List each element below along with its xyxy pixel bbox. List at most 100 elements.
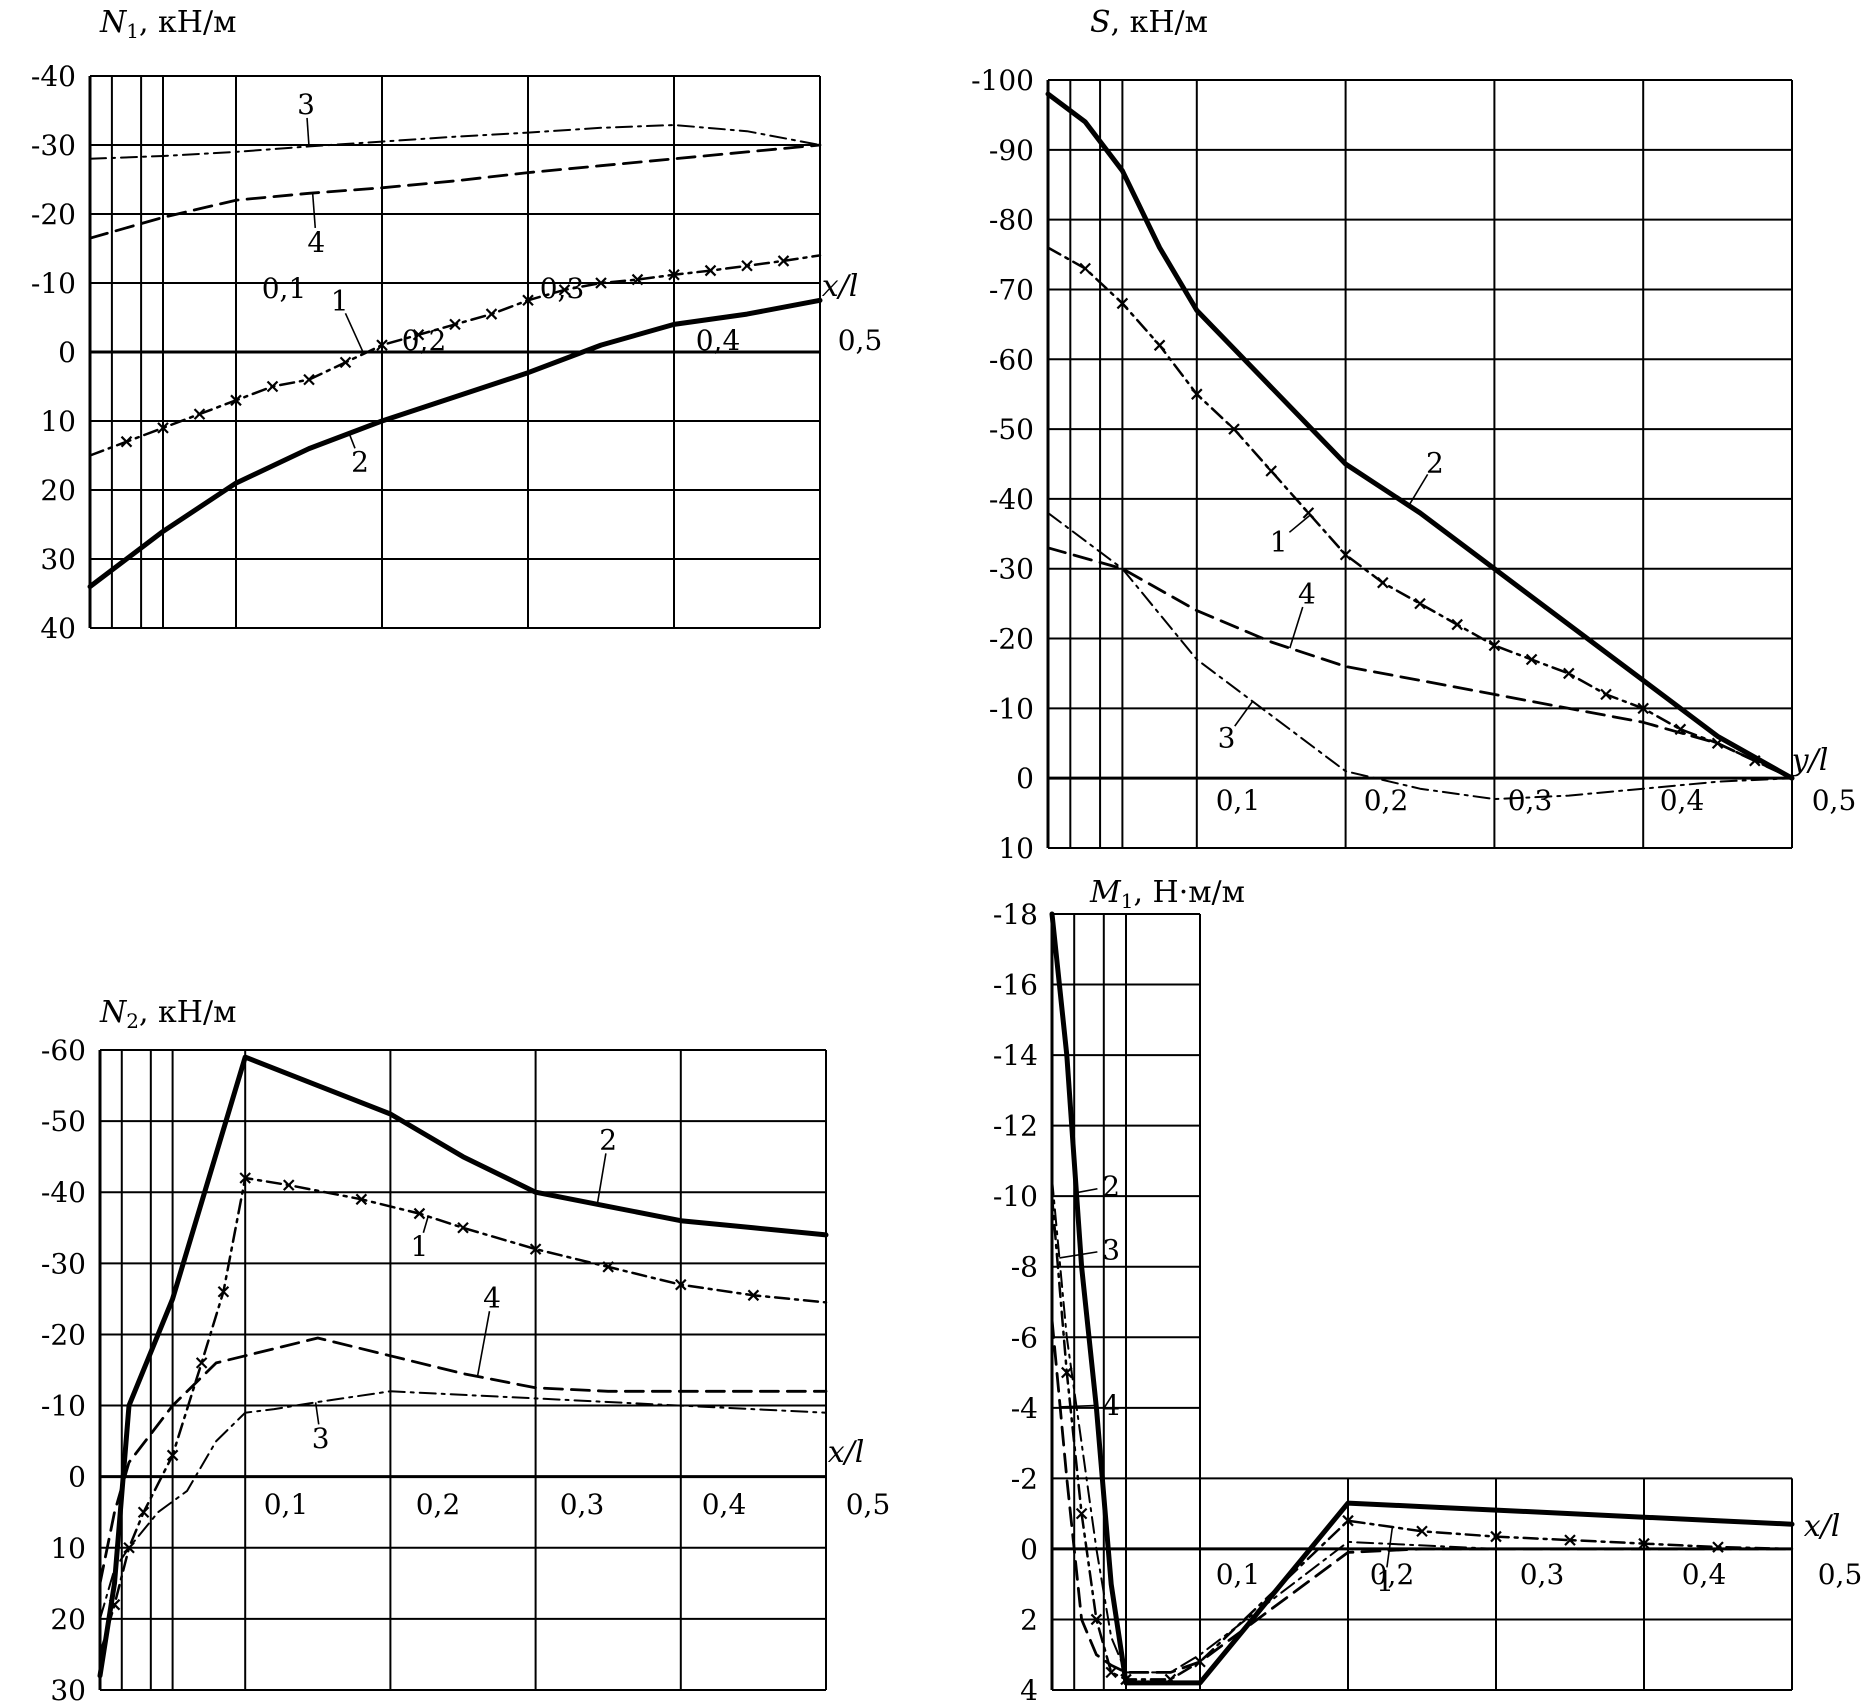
title-unit: , кН/м [1111, 5, 1208, 40]
y-tick-label: -70 [989, 273, 1034, 306]
series-1-point [1105, 1666, 1117, 1679]
title-symbol: N [99, 5, 128, 40]
x-tick-label: 0,4 [1660, 784, 1705, 817]
series-1-point [1302, 507, 1315, 519]
x-tick-label: 0,2 [1364, 784, 1409, 817]
x-tick-label: 0,2 [402, 324, 447, 357]
grid [98, 1049, 827, 1691]
series-1-point [355, 1193, 368, 1206]
curve-label-1: 1 [1376, 1565, 1394, 1598]
curve-label-3: 3 [1218, 721, 1236, 754]
series-1-point [558, 284, 571, 296]
title-symbol: S [1090, 5, 1111, 40]
title-subscript: 2 [126, 1009, 139, 1033]
series-1-point [668, 268, 680, 281]
y-tick-label: -2 [1011, 1462, 1038, 1495]
series-1-point [457, 1222, 469, 1234]
series-2-line [1045, 91, 1795, 781]
y-tick-label: 0 [68, 1461, 86, 1494]
curve-label-2: 2 [1102, 1170, 1120, 1203]
x-tick-label: 0,5 [1812, 784, 1857, 817]
y-tick-label: -50 [41, 1105, 86, 1138]
series-1-point [1674, 723, 1687, 736]
y-tick-label: 10 [50, 1532, 86, 1565]
curve-label-3: 3 [1102, 1234, 1120, 1267]
x-tick-label: 0,4 [696, 324, 741, 357]
series-1-point [1194, 1656, 1206, 1668]
chart-n1: N1, кН/м-40-30-20-100102030400,10,20,30,… [31, 5, 882, 645]
curve-label-4: 4 [1298, 578, 1316, 611]
series-1-point [282, 1179, 295, 1191]
y-tick-label: -80 [989, 204, 1034, 237]
y-tick-label: -50 [989, 413, 1034, 446]
series-1-point [1079, 262, 1091, 275]
series-2-line [97, 1054, 829, 1679]
series-1-point [449, 318, 461, 331]
series-2-line [87, 297, 823, 590]
x-tick-label: 0,4 [1682, 1558, 1727, 1591]
chart-title: M1, Н·м/м [1089, 875, 1245, 913]
series-1-point [522, 294, 534, 307]
y-tick-label: 4 [1020, 1674, 1038, 1703]
y-tick-label: -100 [971, 64, 1034, 97]
x-axis-label: x/l [822, 269, 859, 304]
chart-title: N1, кН/м [99, 5, 236, 43]
y-tick-label: -40 [989, 483, 1034, 516]
x-axis-label: y/l [1790, 743, 1829, 778]
chart-title: N2, кН/м [99, 995, 236, 1033]
series-1-point [266, 380, 279, 393]
x-axis-label: x/l [828, 1435, 865, 1470]
chart-title: S, кН/м [1090, 5, 1208, 40]
y-tick-label: -30 [989, 553, 1034, 586]
series-1-point [157, 422, 169, 434]
y-tick-label: 0 [58, 336, 76, 369]
y-tick-label: -20 [31, 198, 76, 231]
series-1-line [1050, 1194, 1794, 1681]
series-1-point [704, 264, 717, 277]
x-tick-label: 0,4 [702, 1488, 747, 1521]
series-1-point [1637, 702, 1649, 715]
y-tick-label: -8 [1011, 1251, 1038, 1284]
series-1-point [1265, 465, 1277, 477]
series-1-point [339, 356, 352, 369]
series-3-line [1051, 1177, 1793, 1674]
series-1-point [1564, 1534, 1576, 1546]
curve-label-3: 3 [312, 1422, 330, 1455]
y-tick-label: 10 [998, 832, 1034, 865]
y-tick-label: -6 [1011, 1321, 1038, 1354]
y-tick-label: -20 [41, 1318, 86, 1351]
grid [88, 75, 821, 629]
y-tick-label: -40 [41, 1176, 86, 1209]
series-1-point [1600, 688, 1612, 701]
y-tick-label: 30 [50, 1674, 86, 1703]
curve-label-leader [314, 1402, 320, 1425]
series-1-point [120, 435, 133, 448]
curve-label-2: 2 [1426, 446, 1444, 479]
series-1-point [1342, 1514, 1354, 1527]
series-1-point [193, 408, 206, 420]
series-1-line [1046, 246, 1794, 780]
series-1-point [1451, 618, 1463, 631]
curve-label-leader [1288, 514, 1311, 533]
curve-label-leader [1059, 1251, 1098, 1259]
series-1-point [1377, 576, 1389, 589]
x-tick-label: 0,2 [416, 1488, 461, 1521]
title-symbol: N [99, 995, 128, 1030]
grid [1046, 79, 1793, 849]
curve-label-leader [344, 313, 365, 355]
y-tick-label: -10 [989, 692, 1034, 725]
x-tick-label: 0,1 [1216, 1558, 1261, 1591]
curve-label-4: 4 [1102, 1389, 1120, 1422]
series-4-line [88, 143, 822, 240]
series-1-point [747, 1289, 760, 1302]
y-tick-label: -60 [989, 343, 1034, 376]
series-4-line [1046, 546, 1794, 780]
y-tick-label: -12 [993, 1110, 1038, 1143]
y-tick-label: -10 [41, 1390, 86, 1423]
y-tick-label: -10 [993, 1180, 1038, 1213]
y-tick-label: -10 [31, 267, 76, 300]
series-1-point [137, 1506, 150, 1518]
series-1-line [98, 1176, 828, 1656]
